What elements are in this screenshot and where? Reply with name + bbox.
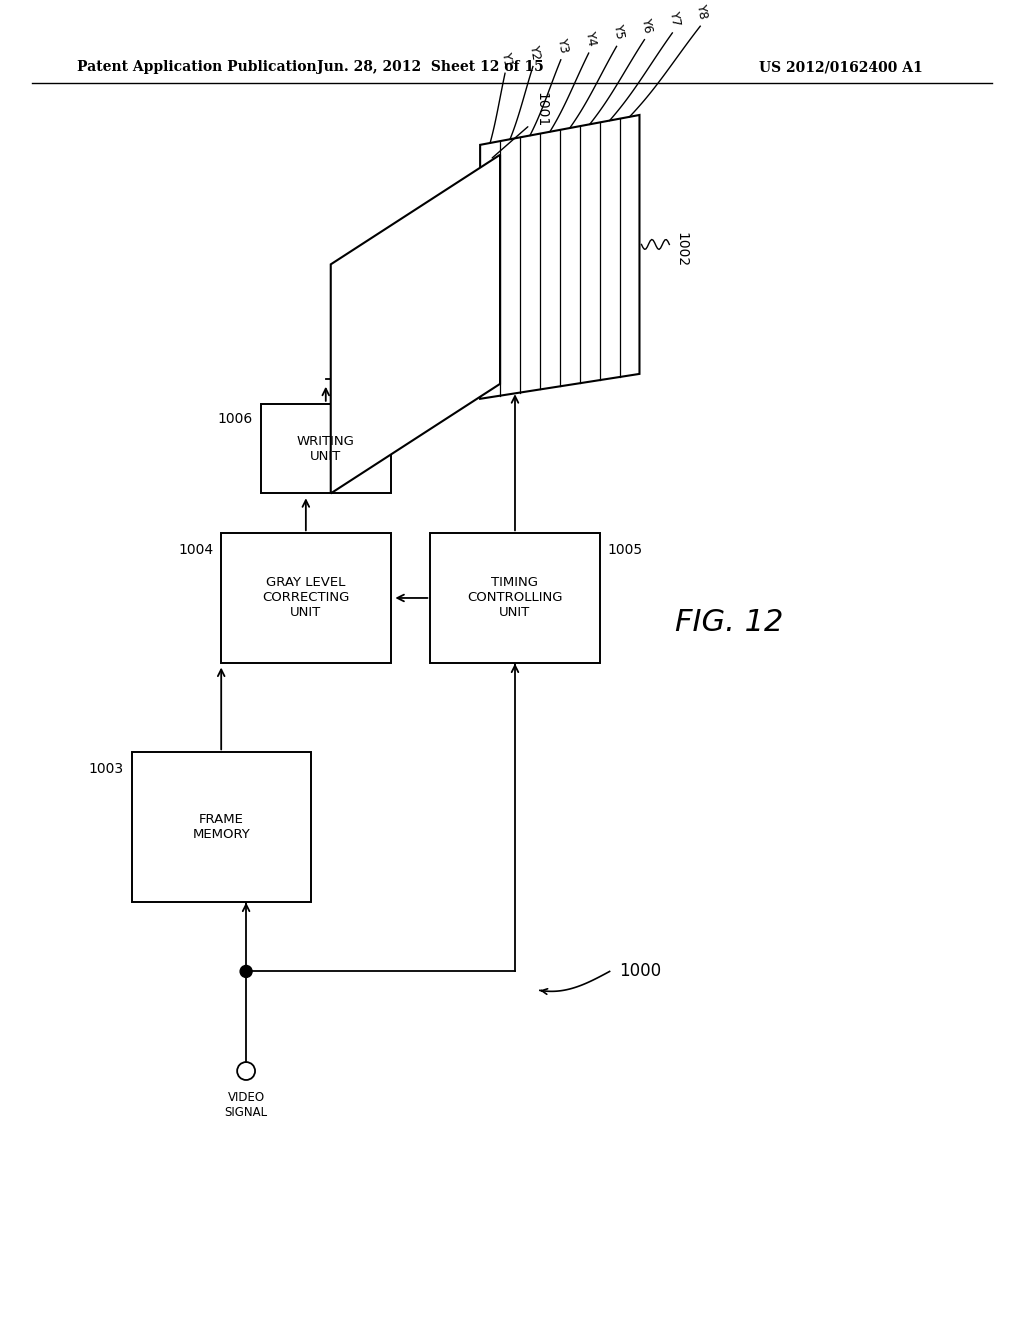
Text: Y1: Y1 [500,50,515,69]
Text: TIMING
CONTROLLING
UNIT: TIMING CONTROLLING UNIT [467,577,563,619]
Text: Y2: Y2 [527,44,543,62]
Text: 1001: 1001 [535,92,549,128]
Text: FIG. 12: FIG. 12 [675,609,783,638]
Text: 1006: 1006 [218,412,253,426]
Text: VIDEO
SIGNAL: VIDEO SIGNAL [224,1090,267,1119]
Circle shape [240,965,252,977]
Bar [430,533,600,663]
Text: Y6: Y6 [639,17,654,34]
Text: US 2012/0162400 A1: US 2012/0162400 A1 [759,61,923,74]
Text: Y5: Y5 [610,24,627,41]
Text: Jun. 28, 2012  Sheet 12 of 15: Jun. 28, 2012 Sheet 12 of 15 [317,61,544,74]
Bar [221,533,390,663]
Text: Y7: Y7 [667,11,682,28]
Text: 1004: 1004 [178,544,213,557]
Text: GRAY LEVEL
CORRECTING
UNIT: GRAY LEVEL CORRECTING UNIT [262,577,349,619]
Text: Y8: Y8 [694,4,710,21]
Polygon shape [331,154,500,494]
Text: FRAME
MEMORY: FRAME MEMORY [193,813,250,841]
Bar [261,404,390,494]
Text: WRITING
UNIT: WRITING UNIT [297,434,354,462]
Text: Y3: Y3 [555,37,570,55]
Text: 1005: 1005 [607,544,643,557]
Text: 1000: 1000 [620,962,662,981]
Bar [131,752,311,902]
Text: 1003: 1003 [88,762,124,776]
Text: 1002: 1002 [675,232,688,267]
Polygon shape [480,115,639,399]
Text: Patent Application Publication: Patent Application Publication [77,61,316,74]
Text: Y4: Y4 [583,30,598,48]
